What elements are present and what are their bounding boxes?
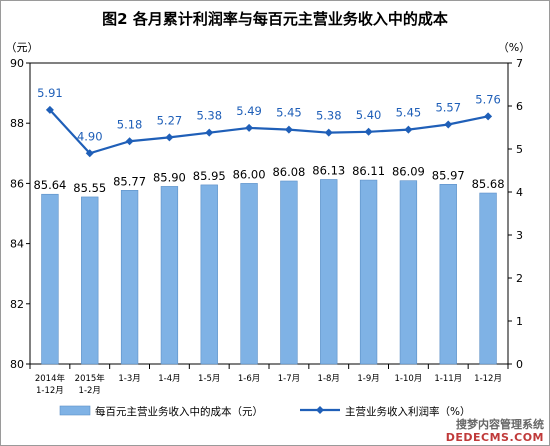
line-point-marker [245, 123, 254, 132]
watermark-line1: 搜梦内容管理系统 [456, 418, 544, 431]
right-axis-tick-label: 1 [516, 315, 523, 328]
bar-value-label: 85.68 [472, 177, 505, 191]
bar [120, 190, 139, 365]
legend-bar-swatch [59, 405, 91, 416]
x-axis-label: 1-8月 [318, 374, 340, 384]
line-point-marker [284, 125, 293, 134]
bar-value-label: 85.97 [432, 168, 465, 182]
bar [240, 183, 258, 365]
line-value-label: 5.45 [276, 106, 302, 120]
line-value-label: 5.49 [236, 104, 262, 118]
line-point-marker [364, 127, 373, 136]
line-series [49, 109, 489, 155]
watermark-line2: DEDECMS.COM [445, 431, 544, 444]
x-axis-label: 1-2月 [79, 386, 101, 396]
line-value-label: 5.38 [196, 109, 222, 123]
right-axis-tick-label: 3 [516, 229, 523, 242]
left-axis-tick-label: 84 [10, 238, 24, 251]
left-axis-tick-label: 90 [10, 57, 24, 70]
legend-line-label: 主营业务收入利润率（%） [345, 405, 470, 418]
x-axis-label: 2015年 [75, 373, 106, 384]
left-axis-tick-label: 88 [10, 117, 24, 130]
line-point-marker [404, 125, 413, 134]
legend-bar-label: 每百元主营业务收入中的成本（元） [95, 405, 263, 418]
right-axis-unit: （%） [498, 41, 530, 54]
bar [439, 184, 457, 365]
right-axis-tick-label: 7 [516, 57, 523, 70]
bar [81, 196, 99, 365]
x-axis-label: 1-4月 [158, 374, 180, 384]
line-point-marker [85, 149, 94, 158]
x-axis-label: 1-7月 [278, 374, 300, 384]
bar [479, 192, 497, 365]
line-point-marker [125, 137, 134, 146]
line-point-marker [324, 128, 333, 137]
watermark: 搜梦内容管理系统 DEDECMS.COM [446, 418, 544, 444]
chart-title: 图2 各月累计利润率与每百元主营业务收入中的成本 [102, 10, 448, 28]
bar-value-label: 86.13 [312, 163, 345, 177]
line-value-label: 5.76 [475, 92, 501, 106]
x-axis-label: 1-10月 [395, 374, 423, 384]
x-axis-label: 1-9月 [357, 374, 379, 384]
line-point-marker [484, 112, 493, 121]
bar-value-label: 85.55 [73, 181, 106, 195]
line-value-label: 5.18 [117, 117, 143, 131]
line-value-label: 5.91 [37, 86, 63, 100]
right-axis-tick-label: 4 [516, 186, 523, 199]
x-axis-label: 1-11月 [434, 374, 462, 384]
bar-value-label: 86.11 [352, 164, 385, 178]
line-point-marker [45, 105, 54, 114]
x-axis-label: 1-3月 [118, 374, 140, 384]
bar [280, 180, 298, 365]
left-axis-tick-label: 82 [10, 298, 24, 311]
right-axis-tick-label: 5 [516, 143, 523, 156]
x-axis-label: 1-12月 [36, 386, 64, 396]
bar-value-label: 85.95 [193, 169, 226, 183]
left-axis-tick-label: 86 [10, 177, 24, 190]
bar [359, 179, 378, 365]
line-point-marker [205, 128, 214, 137]
line-point-marker [165, 133, 174, 142]
bar [41, 193, 59, 365]
bar-value-label: 86.09 [392, 165, 425, 179]
right-axis-tick-label: 6 [516, 100, 523, 113]
bar-value-label: 85.64 [33, 178, 66, 192]
bar [320, 179, 338, 365]
line-point-marker [444, 120, 453, 129]
x-axis-label: 1-5月 [198, 374, 220, 384]
left-axis-tick-label: 80 [10, 358, 24, 371]
bar-value-label: 85.77 [113, 174, 146, 188]
bar-value-label: 85.90 [153, 170, 186, 184]
line-value-label: 5.38 [316, 109, 342, 123]
left-axis-unit: （元） [6, 41, 39, 54]
legend-line-marker [316, 406, 324, 414]
bar [160, 186, 179, 365]
right-axis-tick-label: 2 [516, 272, 523, 285]
x-axis-label: 2014年 [35, 373, 66, 384]
bar [200, 184, 218, 365]
line-value-label: 5.40 [356, 108, 382, 122]
line-value-label: 5.57 [435, 100, 461, 114]
line-value-label: 5.27 [157, 113, 183, 127]
line-value-label: 4.90 [77, 129, 103, 143]
right-axis-tick-label: 0 [516, 358, 523, 371]
bar [399, 180, 418, 365]
line-value-label: 5.45 [396, 106, 422, 120]
x-axis-label: 1-6月 [238, 374, 260, 384]
bar-value-label: 86.00 [233, 167, 266, 181]
bar-value-label: 86.08 [272, 165, 305, 179]
x-axis-label: 1-12月 [474, 374, 502, 384]
